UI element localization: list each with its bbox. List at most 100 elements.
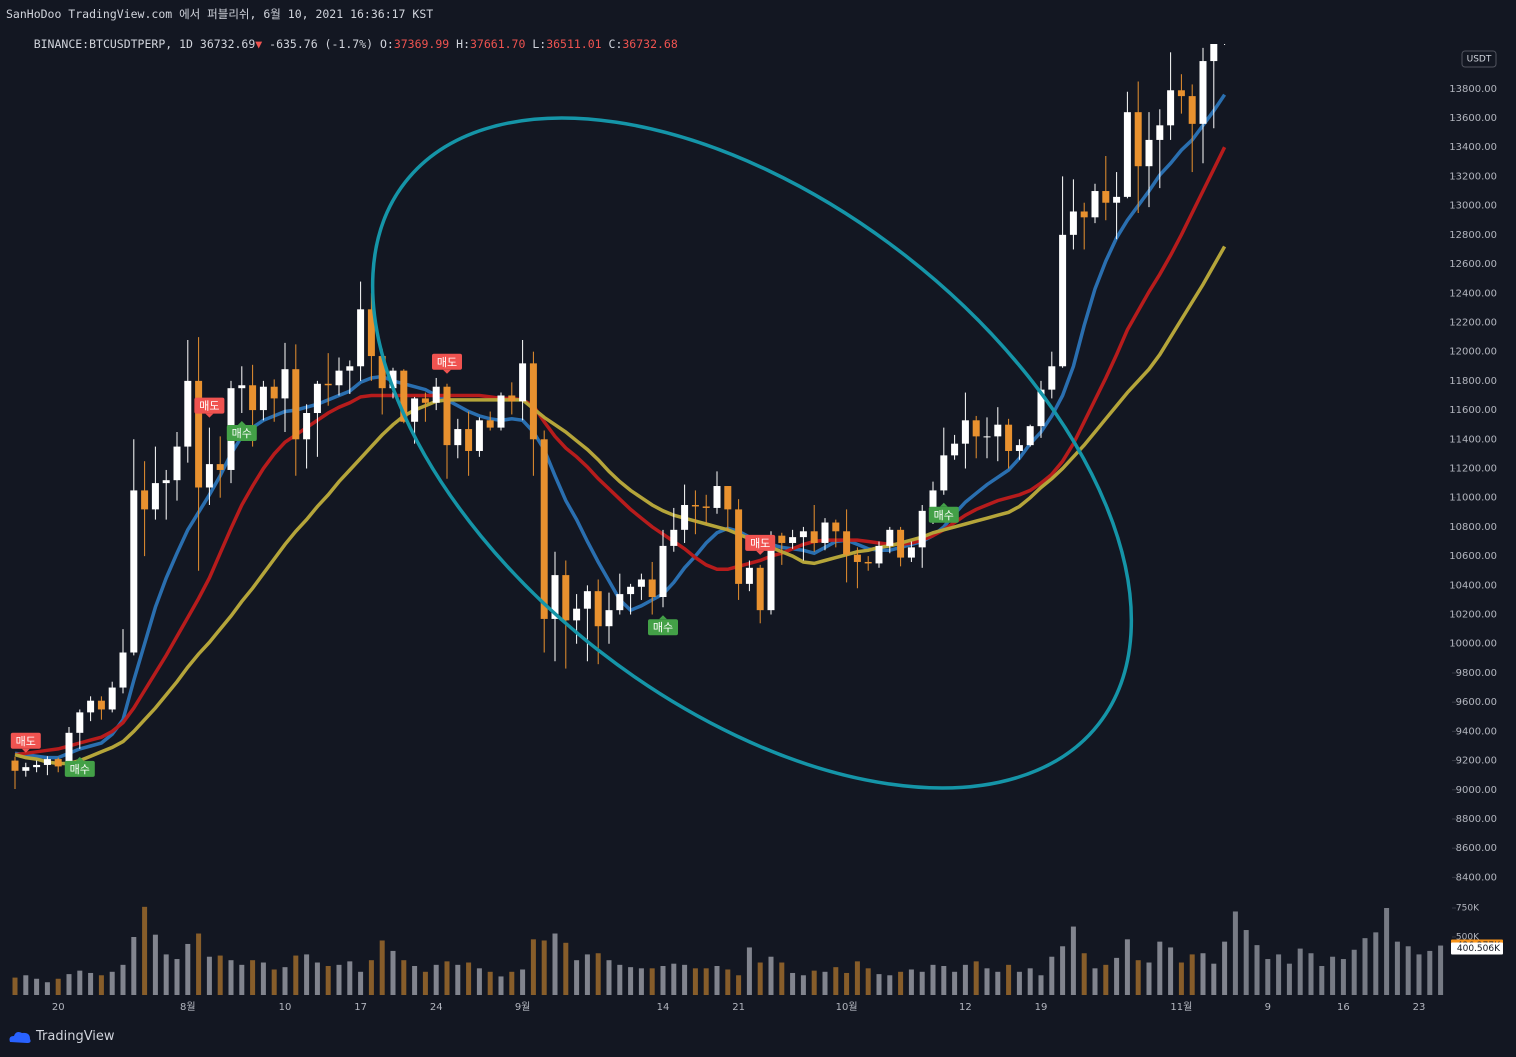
volume-bar: [1362, 938, 1368, 995]
volume-bar: [1222, 941, 1228, 995]
y-tick-label: 10000.00: [1449, 639, 1497, 650]
candle-body: [1102, 191, 1110, 203]
volume-bar: [1330, 956, 1336, 995]
x-tick-label: 23: [1413, 1002, 1426, 1013]
volume-bar: [260, 962, 266, 995]
candle-body: [1059, 234, 1067, 367]
volume-bar: [574, 960, 580, 995]
volume-bar: [239, 964, 245, 995]
volume-bar: [703, 968, 709, 995]
volume-bar: [530, 939, 536, 995]
candle-body: [108, 687, 116, 710]
volume-bar: [88, 972, 94, 995]
volume-bar: [725, 969, 731, 995]
volume-bar: [520, 969, 526, 995]
x-tick-label: 24: [430, 1002, 443, 1013]
volume-bar: [1135, 960, 1141, 995]
candle-body: [540, 439, 548, 619]
volume-bar: [228, 960, 234, 995]
signal-label: 매도: [16, 735, 36, 748]
candle-body: [1080, 211, 1088, 218]
volume-bar: [98, 975, 104, 995]
signal-label: 매도: [199, 400, 219, 413]
candle-body: [1005, 424, 1013, 451]
signal: 매도: [194, 397, 225, 418]
volume-bar: [152, 934, 158, 995]
volume-bar: [833, 967, 839, 995]
volume-bar: [962, 964, 968, 995]
volume-bar: [1297, 948, 1303, 995]
volume-bar: [412, 966, 418, 995]
signal: 매도: [10, 732, 41, 753]
y-tick-label: 11200.00: [1449, 464, 1497, 475]
volume-bar: [217, 955, 223, 995]
volume-bar: [314, 962, 320, 995]
volume-bar: [163, 954, 169, 995]
candle-body: [1167, 90, 1175, 126]
volume-bar: [23, 975, 29, 995]
volume-bar: [1254, 945, 1260, 995]
volume-bar: [1405, 946, 1411, 995]
signal: 매도: [745, 534, 776, 555]
volume-bar: [995, 971, 1001, 995]
candle-body: [22, 767, 30, 771]
candle-body: [497, 395, 505, 428]
candle-body: [97, 700, 105, 710]
candle-body: [724, 486, 732, 510]
candle-body: [713, 486, 721, 508]
candle-body: [940, 455, 948, 491]
currency: USDT: [1467, 55, 1492, 65]
volume-bar: [941, 966, 947, 995]
volume-bar: [1114, 957, 1120, 995]
volume-bar: [628, 967, 634, 995]
volume-bar: [649, 968, 655, 995]
volume-bar: [1265, 959, 1271, 995]
volume-bar: [1092, 968, 1098, 995]
volume-bar: [1276, 954, 1282, 995]
candle-body: [1026, 426, 1034, 446]
signal: 매수: [64, 756, 95, 777]
volume-bar: [811, 970, 817, 995]
candle-body: [1188, 96, 1196, 124]
volume-bar: [1340, 959, 1346, 995]
signal-box: [432, 353, 462, 370]
candle-body: [897, 529, 905, 558]
volume-pane: [12, 906, 1444, 995]
candle-body: [454, 429, 462, 446]
candle-body: [162, 480, 170, 484]
volume-bar: [854, 961, 860, 995]
signal: 매수: [648, 615, 678, 636]
signal-pointer: [443, 369, 451, 374]
candle-body: [432, 386, 440, 403]
volume-bar: [584, 954, 590, 995]
ohlc-value: 37369.99: [393, 37, 450, 51]
candle-body: [886, 529, 894, 546]
volume-bar: [1168, 947, 1174, 995]
candle-body: [648, 579, 656, 598]
candle-body: [238, 385, 246, 389]
logo-text: TradingView: [36, 1029, 115, 1044]
volume-bar: [638, 968, 644, 995]
candle-body: [670, 529, 678, 546]
volume-bar: [185, 943, 191, 995]
candle-body: [735, 509, 743, 584]
volume-bar: [1373, 932, 1379, 995]
signal-box: [648, 619, 678, 636]
candle-body: [853, 554, 861, 562]
volume-bar: [800, 975, 806, 995]
candle-body: [1199, 61, 1207, 124]
volume-bar: [250, 960, 256, 995]
volume-bar: [174, 959, 180, 995]
signal-pointer: [205, 413, 214, 418]
volume-bar: [466, 962, 472, 995]
candle-body: [324, 383, 332, 386]
signal: 매수: [928, 502, 959, 523]
symbol-line: BINANCE:BTCUSDTPERP, 1D 36732.69▼ -635.7…: [6, 23, 685, 65]
volume-bar: [606, 960, 612, 995]
publish-line: SanHoDoo TradingView.com 에서 퍼블리쉬, 6월 10,…: [6, 7, 434, 21]
ohlc-label: O:: [379, 37, 394, 51]
signal-label: 매수: [653, 621, 673, 634]
y-tick-label: 12400.00: [1449, 288, 1497, 299]
candle-body: [778, 535, 786, 543]
